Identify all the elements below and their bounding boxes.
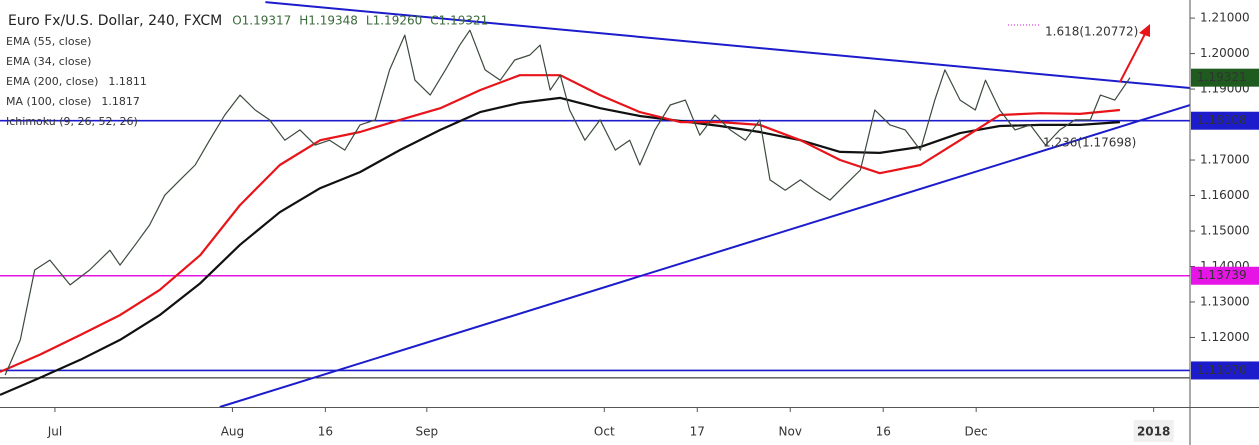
ohlc-value: L1.19260 — [366, 14, 422, 28]
x-tick-label: 16 — [876, 425, 891, 439]
plot-area — [0, 1, 1191, 408]
last-price-box-label: 1.19321 — [1197, 70, 1247, 84]
last-price-box — [1191, 68, 1259, 87]
y-tick-label: 1.12000 — [1200, 330, 1250, 344]
price-level-box — [1191, 111, 1259, 130]
price-level-box-label: 1.11070 — [1197, 363, 1247, 377]
ohlc-value: C1.19321 — [430, 14, 488, 28]
ohlc-value: H1.19348 — [299, 14, 358, 28]
x-tick-label: Oct — [594, 425, 615, 439]
x-tick-label: Sep — [415, 425, 438, 439]
legend-name: Ichimoku (9, 26, 52, 26) — [6, 115, 138, 128]
x-tick-label: 16 — [318, 425, 333, 439]
y-tick-label: 1.20000 — [1200, 46, 1250, 60]
x-tick-label: 2018 — [1137, 425, 1170, 439]
x-tick-label: Jul — [47, 425, 62, 439]
price-level-box-label: 1.13739 — [1197, 268, 1247, 282]
x-tick-highlight — [1133, 420, 1174, 442]
arrow-head — [1139, 24, 1150, 37]
ohlc-value: O1.19317 — [232, 14, 291, 28]
x-tick-label: Dec — [965, 425, 988, 439]
y-tick-label: 1.16000 — [1200, 188, 1250, 202]
legend-name: EMA (200, close) — [6, 75, 98, 88]
legend-value: 1.1811 — [108, 75, 147, 88]
x-tick-label: Aug — [221, 425, 244, 439]
legend-name: EMA (55, close) — [6, 35, 91, 48]
arrow-shaft — [1119, 31, 1147, 83]
x-tick-label: Nov — [779, 425, 802, 439]
indicator-line — [0, 96, 1120, 396]
y-tick-label: 1.13000 — [1200, 294, 1250, 308]
y-tick-label: 1.15000 — [1200, 224, 1250, 238]
price-line — [4, 29, 1131, 376]
forecast-arrow — [1119, 24, 1150, 83]
legend-name: MA (100, close) — [6, 95, 91, 108]
chart-title: Euro Fx/U.S. Dollar, 240, FXCM — [8, 13, 222, 29]
trendline — [265, 1, 1191, 89]
price-level-box — [1191, 266, 1259, 285]
trendline — [219, 104, 1191, 408]
price-level-box — [1191, 361, 1259, 380]
x-tick-label: 17 — [690, 425, 705, 439]
y-tick-label: 1.17000 — [1200, 153, 1250, 167]
price-level-box-label: 1.18108 — [1197, 113, 1247, 127]
fib-label: 1.236(1.17698) — [1043, 136, 1136, 150]
fib-label: 1.618(1.20772) — [1045, 25, 1138, 39]
y-tick-label: 1.21000 — [1200, 11, 1250, 25]
legend-name: EMA (34, close) — [6, 55, 91, 68]
legend-value: 1.1817 — [101, 95, 140, 108]
